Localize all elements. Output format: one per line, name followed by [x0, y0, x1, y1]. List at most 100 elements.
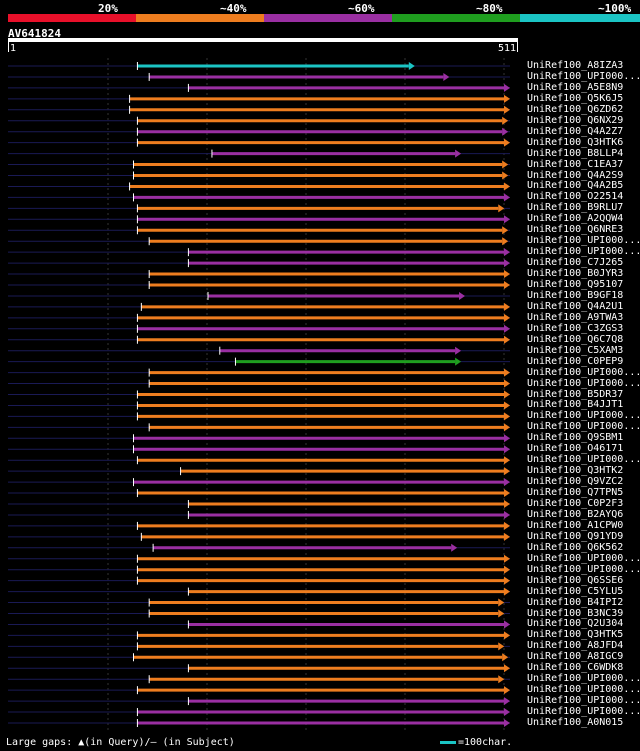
- hit-label[interactable]: UniRef100_C1EA37: [527, 158, 624, 170]
- hit-label[interactable]: UniRef100_A9TWA3: [527, 311, 624, 323]
- hit-label[interactable]: UniRef100_A2QQW4: [527, 213, 624, 225]
- legend-segment: [520, 14, 640, 22]
- hit-label[interactable]: UniRef100_Q4A2S9: [527, 169, 624, 181]
- hit-label[interactable]: UniRef100_Q6NX29: [527, 114, 624, 126]
- hit-label[interactable]: UniRef100_UPI000...: [527, 706, 640, 718]
- hit-label[interactable]: UniRef100_C5YLU5: [527, 585, 624, 597]
- hit-label[interactable]: UniRef100_UPI000...: [527, 695, 640, 707]
- hit-label[interactable]: UniRef100_B4JJT1: [527, 399, 624, 411]
- hit-label[interactable]: UniRef100_Q2U304: [527, 618, 624, 630]
- hit-label[interactable]: UniRef100_UPI000...: [527, 377, 640, 389]
- hit-label[interactable]: UniRef100_Q7TPN5: [527, 487, 624, 499]
- hit-arrow: [504, 83, 510, 92]
- hit-arrow: [502, 127, 509, 136]
- legend-label: ~60%: [348, 2, 375, 15]
- hit-label[interactable]: UniRef100_A1CPW0: [527, 519, 624, 531]
- hit-arrow: [504, 248, 510, 257]
- hit-label[interactable]: UniRef100_C6WDK8: [527, 662, 624, 674]
- hit-label[interactable]: UniRef100_C7J265: [527, 257, 624, 269]
- hit-arrow: [504, 94, 510, 103]
- hit-arrow: [443, 72, 450, 81]
- hit-label[interactable]: UniRef100_A8JFD4: [527, 640, 624, 652]
- hit-label[interactable]: UniRef100_UPI000...: [527, 366, 640, 378]
- hit-arrow: [504, 259, 510, 268]
- hit-arrow: [504, 500, 510, 508]
- hit-label[interactable]: UniRef100_B0JYR3: [527, 268, 624, 280]
- hit-arrow: [504, 456, 510, 465]
- hit-arrow: [504, 270, 510, 279]
- hit-arrow: [504, 587, 510, 596]
- hit-label[interactable]: UniRef100_UPI000...: [527, 563, 640, 575]
- hit-label[interactable]: UniRef100_Q6SSE6: [527, 574, 624, 586]
- hit-arrow: [451, 543, 458, 552]
- hit-label[interactable]: UniRef100_Q4A2B5: [527, 180, 624, 192]
- hit-arrow: [408, 62, 415, 70]
- scale-label: =100char.: [458, 737, 513, 748]
- hit-label[interactable]: UniRef100_Q3HTK2: [527, 465, 624, 477]
- hit-label[interactable]: UniRef100_Q6ZD62: [527, 103, 624, 115]
- hit-arrow: [498, 609, 505, 618]
- hit-label[interactable]: UniRef100_UPI000...: [527, 246, 640, 258]
- hit-label[interactable]: UniRef100_C5XAM3: [527, 344, 624, 356]
- hit-arrow: [504, 489, 510, 498]
- hit-arrow: [498, 598, 505, 607]
- hit-label[interactable]: UniRef100_B3NC39: [527, 607, 624, 619]
- hit-arrow: [504, 719, 510, 727]
- hit-label[interactable]: UniRef100_UPI000...: [527, 684, 640, 696]
- ruler-bar: [8, 38, 518, 42]
- hit-arrow: [504, 193, 510, 202]
- hit-arrow: [502, 226, 509, 235]
- hit-label[interactable]: UniRef100_B8LLP4: [527, 147, 624, 159]
- hit-label[interactable]: UniRef100_B2AYQ6: [527, 508, 624, 520]
- hit-label[interactable]: UniRef100_B5DR37: [527, 388, 624, 400]
- hit-label[interactable]: UniRef100_Q95107: [527, 279, 624, 290]
- hit-label[interactable]: UniRef100_A0N015: [527, 717, 624, 728]
- hit-arrow: [504, 105, 510, 114]
- hit-arrow: [455, 357, 462, 366]
- hit-label[interactable]: UniRef100_Q3HTK6: [527, 136, 624, 148]
- hit-label[interactable]: UniRef100_Q3HTK5: [527, 629, 624, 641]
- hit-label[interactable]: UniRef100_C3ZGS3: [527, 322, 624, 334]
- hit-arrow: [502, 653, 509, 662]
- hit-arrow: [504, 576, 510, 585]
- hit-label[interactable]: UniRef100_Q91YD9: [527, 530, 624, 542]
- hit-label[interactable]: UniRef100_O22514: [527, 191, 624, 203]
- hit-label[interactable]: UniRef100_UPI000...: [527, 673, 640, 685]
- hit-arrow: [455, 346, 462, 355]
- hit-label[interactable]: UniRef100_Q4A2U1: [527, 300, 624, 312]
- hit-label[interactable]: UniRef100_B4IPI2: [527, 596, 624, 608]
- hit-label[interactable]: UniRef100_UPI000...: [527, 454, 640, 466]
- hit-label[interactable]: UniRef100_UPI000...: [527, 552, 640, 564]
- hit-arrow: [504, 324, 510, 333]
- hit-arrow: [502, 237, 509, 246]
- hit-label[interactable]: UniRef100_Q9SBM1: [527, 432, 624, 444]
- hit-arrow: [504, 401, 510, 410]
- hit-label[interactable]: UniRef100_Q6K562: [527, 541, 624, 553]
- hit-arrow: [504, 379, 510, 388]
- hit-label[interactable]: UniRef100_A8IGC9: [527, 651, 624, 663]
- hit-label[interactable]: UniRef100_A8IZA3: [527, 60, 624, 71]
- hit-arrow: [504, 554, 510, 563]
- hit-arrow: [504, 532, 510, 541]
- hit-label[interactable]: UniRef100_Q6NRE3: [527, 224, 624, 236]
- hit-label[interactable]: UniRef100_Q5K6J5: [527, 92, 624, 104]
- legend-segment: [136, 14, 264, 22]
- hit-label[interactable]: UniRef100_C0P2F3: [527, 498, 624, 509]
- hit-label[interactable]: UniRef100_B9RLU7: [527, 202, 624, 214]
- hit-arrow: [504, 281, 510, 289]
- hit-label[interactable]: UniRef100_B9GF18: [527, 289, 624, 301]
- hit-label[interactable]: UniRef100_Q6C7Q8: [527, 333, 624, 345]
- hit-label[interactable]: UniRef100_UPI000...: [527, 235, 640, 247]
- hit-label[interactable]: UniRef100_UPI000...: [527, 70, 640, 82]
- hit-label[interactable]: UniRef100_Q4A2Z7: [527, 125, 624, 137]
- hit-label[interactable]: UniRef100_O46171: [527, 443, 624, 455]
- hit-label[interactable]: UniRef100_Q9VZC2: [527, 476, 624, 488]
- hit-label[interactable]: UniRef100_A5E8N9: [527, 81, 624, 93]
- hit-arrow: [504, 434, 510, 443]
- hit-label[interactable]: UniRef100_UPI000...: [527, 410, 640, 422]
- hit-arrow: [504, 215, 510, 224]
- hit-label[interactable]: UniRef100_C0PEP9: [527, 355, 624, 367]
- ruler-start-label: 1: [10, 43, 17, 54]
- hit-label[interactable]: UniRef100_UPI000...: [527, 421, 640, 433]
